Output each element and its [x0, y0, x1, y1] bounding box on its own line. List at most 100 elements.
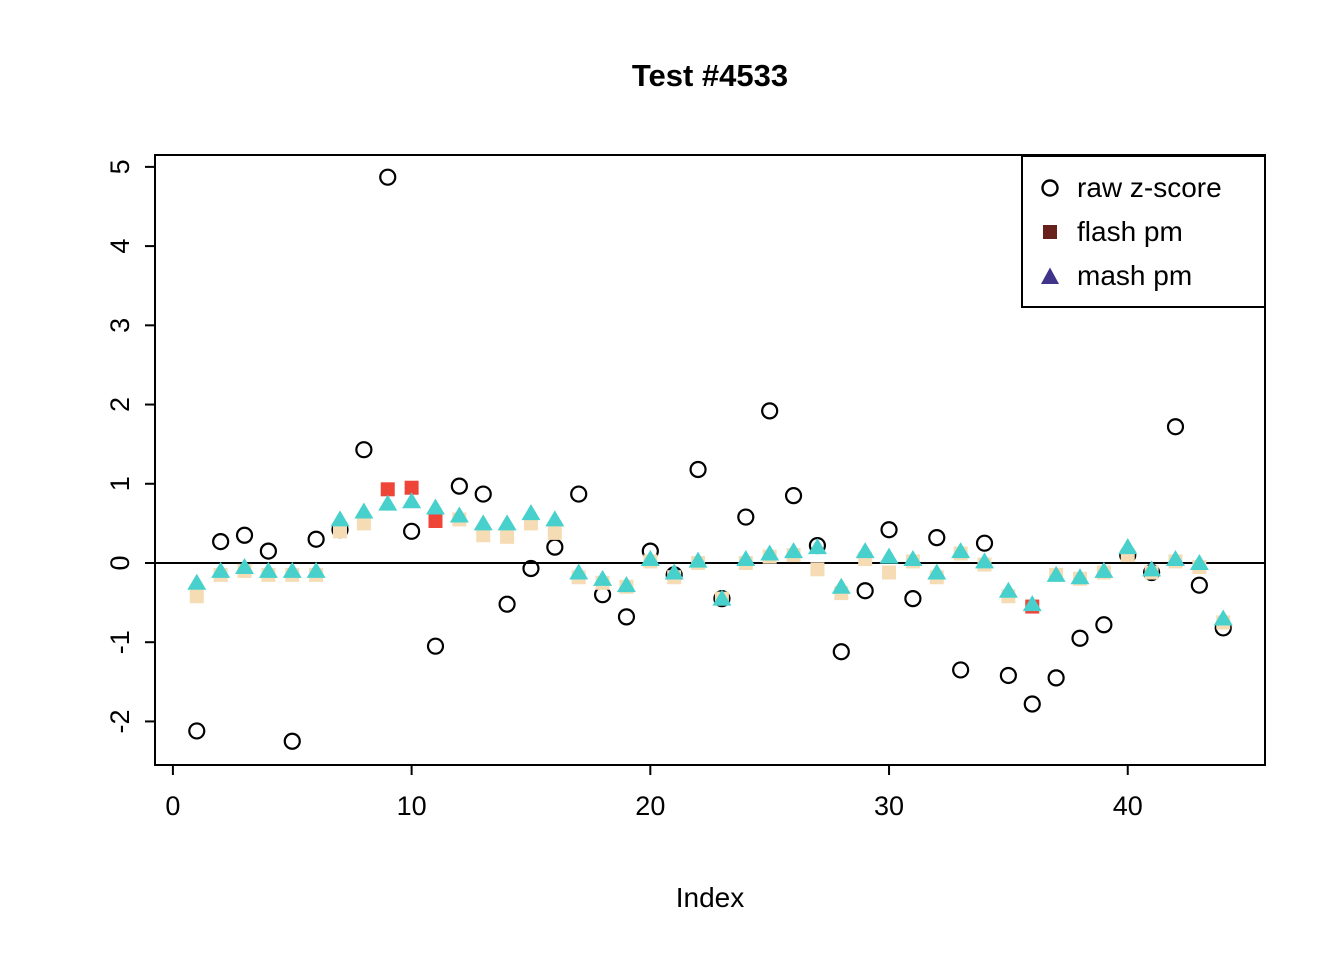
point-flash-pm	[810, 562, 825, 577]
point-raw-z-score	[832, 643, 850, 661]
point-raw-z-score	[426, 637, 445, 655]
point-mash-pm	[616, 576, 636, 593]
point-mash-pm	[402, 492, 422, 509]
point-flash-pm	[547, 525, 562, 540]
point-raw-z-score	[1023, 695, 1041, 713]
point-flash-pm	[380, 482, 395, 497]
point-raw-z-score	[307, 530, 325, 548]
point-mash-pm	[593, 569, 613, 586]
point-mash-pm	[187, 573, 207, 590]
point-mash-pm	[1118, 538, 1138, 555]
point-raw-z-score	[784, 487, 803, 505]
filled-triangle-icon	[1023, 265, 1077, 287]
point-mash-pm	[1046, 565, 1066, 582]
point-mash-pm	[903, 550, 923, 567]
point-mash-pm	[975, 552, 995, 569]
legend-item-flash-pm: flash pm	[1023, 210, 1264, 254]
point-mash-pm	[927, 563, 947, 580]
point-mash-pm	[545, 510, 565, 527]
point-mash-pm	[521, 504, 541, 521]
point-raw-z-score	[999, 666, 1017, 685]
point-flash-pm	[333, 524, 347, 539]
point-raw-z-score	[880, 521, 898, 539]
point-raw-z-score	[188, 722, 206, 740]
point-mash-pm	[473, 514, 493, 531]
legend-label-mash-pm: mash pm	[1077, 260, 1193, 291]
point-raw-z-score	[546, 538, 564, 556]
point-raw-z-score	[403, 522, 421, 540]
point-flash-pm	[404, 480, 419, 495]
point-mash-pm	[1142, 560, 1162, 577]
point-raw-z-score	[474, 485, 492, 503]
point-mash-pm	[640, 550, 660, 567]
point-raw-z-score	[355, 441, 373, 459]
point-mash-pm	[784, 542, 804, 559]
point-raw-z-score	[1071, 629, 1089, 647]
point-mash-pm	[998, 581, 1018, 598]
filled-square-icon	[1023, 221, 1077, 243]
point-mash-pm	[497, 514, 517, 531]
x-axis-title: Index	[675, 882, 745, 913]
x-tick-label: 20	[635, 791, 665, 821]
point-mash-pm	[807, 538, 827, 555]
point-mash-pm	[1070, 568, 1090, 585]
point-mash-pm	[306, 561, 326, 578]
point-raw-z-score	[1166, 418, 1185, 436]
y-tick-label: 3	[105, 318, 135, 333]
point-mash-pm	[354, 502, 374, 519]
y-tick-label: -1	[105, 630, 135, 654]
point-mash-pm	[831, 577, 851, 594]
point-mash-pm	[1022, 595, 1042, 612]
point-flash-pm	[500, 529, 515, 544]
point-raw-z-score	[904, 590, 922, 608]
legend-label-raw-z-score: raw z-score	[1077, 172, 1222, 203]
point-mash-pm	[736, 550, 756, 567]
y-tick-label: 5	[105, 159, 135, 174]
point-raw-z-score	[283, 732, 301, 750]
point-raw-z-score	[952, 661, 970, 679]
point-raw-z-score	[856, 582, 874, 600]
point-mash-pm	[951, 542, 971, 559]
point-mash-pm	[879, 547, 899, 564]
point-raw-z-score	[1047, 669, 1065, 687]
point-mash-pm	[712, 589, 732, 606]
point-flash-pm	[189, 589, 204, 604]
legend-label-flash-pm: flash pm	[1077, 216, 1183, 247]
y-tick-label: 2	[105, 397, 135, 412]
legend-item-raw-z-score: raw z-score	[1023, 166, 1264, 210]
point-raw-z-score	[928, 529, 946, 547]
point-raw-z-score	[235, 526, 254, 544]
y-tick-label: 4	[105, 239, 135, 254]
y-tick-label: 1	[105, 476, 135, 491]
point-mash-pm	[330, 510, 350, 527]
y-tick-label: 0	[105, 555, 135, 570]
point-raw-z-score	[570, 485, 588, 503]
point-flash-pm	[356, 516, 371, 531]
legend-box: raw z-score flash pm mash pm	[1021, 155, 1266, 308]
point-flash-pm	[428, 514, 443, 528]
x-tick-label: 30	[874, 791, 904, 821]
point-raw-z-score	[379, 168, 397, 186]
point-mash-pm	[449, 506, 469, 523]
point-mash-pm	[1094, 561, 1114, 578]
point-raw-z-score	[737, 508, 755, 526]
point-raw-z-score	[498, 595, 516, 613]
point-mash-pm	[664, 563, 684, 580]
point-raw-z-score	[1190, 576, 1208, 594]
point-mash-pm	[855, 542, 875, 559]
point-mash-pm	[235, 557, 255, 574]
x-tick-label: 40	[1113, 791, 1143, 821]
chart-title: Test #4533	[631, 58, 789, 93]
point-mash-pm	[425, 498, 445, 515]
point-raw-z-score	[1095, 616, 1113, 634]
point-raw-z-score	[522, 559, 540, 578]
point-raw-z-score	[212, 532, 230, 551]
point-raw-z-score	[975, 534, 994, 552]
plot-border	[154, 154, 1266, 766]
point-raw-z-score	[259, 542, 277, 560]
point-raw-z-score	[450, 477, 468, 495]
point-mash-pm	[258, 561, 278, 578]
point-mash-pm	[688, 551, 708, 568]
point-mash-pm	[1213, 609, 1233, 626]
